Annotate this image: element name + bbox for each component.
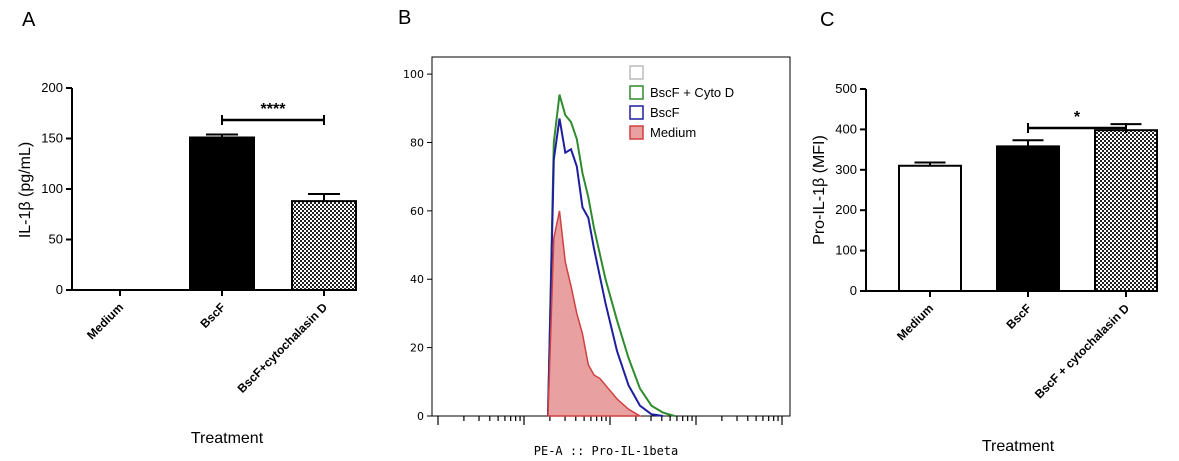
legend-swatch: [629, 125, 644, 140]
x-tick-label: BscF: [197, 300, 228, 331]
panel-letter-a: A: [22, 9, 36, 31]
panel-letter-b: B: [398, 7, 411, 29]
legend-label: BscF + Cyto D: [650, 85, 734, 100]
y-tick-label: 100: [41, 181, 63, 196]
x-tick-label: BscF + cytochalasin D: [1032, 301, 1132, 401]
y-tick-label: 50: [49, 232, 63, 247]
significance-label: ****: [261, 101, 287, 118]
y-tick-label: 150: [41, 131, 63, 146]
y-tick-label: 40: [410, 273, 424, 286]
y-tick-label: 0: [56, 282, 63, 297]
y-tick-label: 60: [410, 205, 424, 218]
x-tick-label: BscF+cytochalasin D: [235, 300, 331, 396]
panel-c-y-title: Pro-IL-1β (MFI): [811, 135, 828, 245]
x-tick-label: Medium: [84, 300, 126, 342]
y-tick-label: 0: [850, 283, 857, 298]
y-tick-label: 400: [835, 121, 857, 136]
histogram-bscf: [547, 118, 664, 417]
histogram-medium: [547, 210, 643, 417]
y-tick-label: 20: [410, 342, 424, 355]
panel-c-x-title: Treatment: [982, 438, 1055, 455]
y-tick-label: 500: [835, 81, 857, 96]
legend-swatch: [629, 85, 644, 100]
panel-a-x-title: Treatment: [191, 430, 264, 447]
legend-swatch: [629, 65, 644, 80]
bar-2: [189, 136, 255, 291]
y-tick-label: 200: [41, 80, 63, 95]
y-tick-label: 0: [417, 410, 424, 423]
bar-3: [291, 200, 357, 291]
x-tick-label: Medium: [894, 301, 936, 343]
y-tick-label: 100: [835, 243, 857, 258]
y-tick-label: 200: [835, 202, 857, 217]
significance-label: *: [1074, 109, 1081, 126]
legend-label: BscF: [650, 105, 680, 120]
bar-3: [1094, 129, 1158, 292]
x-tick-label: BscF: [1003, 301, 1034, 332]
legend-swatch: [629, 105, 644, 120]
panel-b-chart: 0 20 40 60 80 100 BscF + Cyto D BscF Medium: [403, 56, 791, 425]
y-tick-label: 80: [410, 136, 424, 149]
plot-frame: [431, 56, 791, 417]
bar-2: [996, 145, 1060, 292]
legend-label: Medium: [650, 125, 696, 140]
y-tick-label: 100: [403, 68, 424, 81]
y-tick-label: 300: [835, 162, 857, 177]
panel-a-y-title: IL-1β (pg/mL): [17, 142, 34, 238]
panel-letter-c: C: [820, 9, 834, 31]
panel-b-x-title: PE-A :: Pro-IL-1beta: [534, 444, 679, 458]
bar-1: [898, 164, 962, 292]
histogram-bscf-cyto-d: [547, 94, 675, 417]
panel-a-chart: 0 50 100 150 200 Medium BscF BscF+cytochalasin …: [41, 80, 357, 396]
